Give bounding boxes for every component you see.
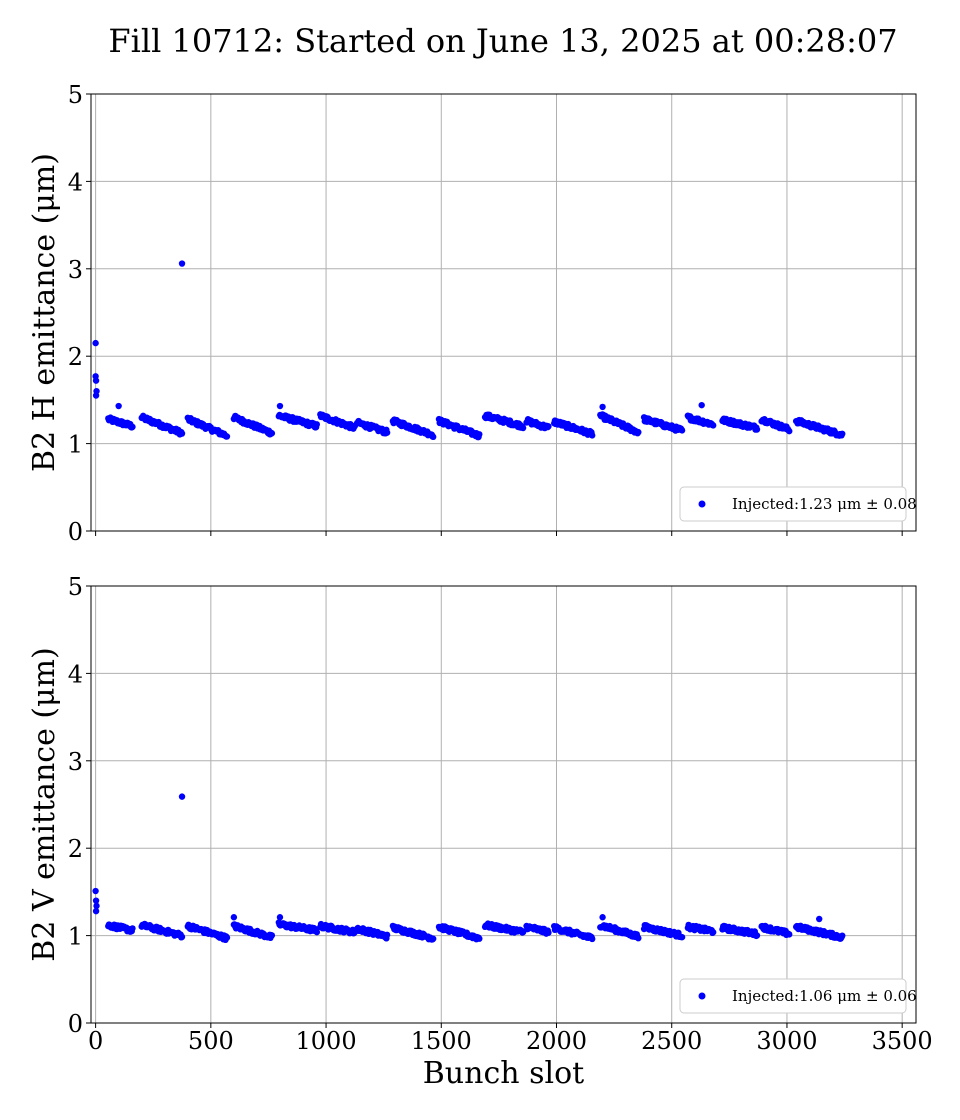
legend-marker bbox=[698, 992, 706, 1000]
data-point-outlier bbox=[276, 914, 284, 921]
data-points bbox=[92, 793, 846, 944]
plot-frame bbox=[90, 93, 917, 532]
data-point bbox=[545, 929, 552, 936]
data-point-outlier bbox=[93, 902, 100, 910]
legend: Injected:1.06 μm ± 0.06 bbox=[679, 978, 917, 1014]
legend: Injected:1.23 μm ± 0.08 bbox=[679, 486, 917, 522]
data-point bbox=[786, 427, 793, 435]
data-point-outlier bbox=[230, 914, 238, 921]
data-point-outlier bbox=[92, 907, 100, 915]
data-point bbox=[430, 935, 437, 942]
data-point bbox=[178, 430, 186, 437]
y-tick-label: 4 bbox=[68, 660, 83, 688]
data-point bbox=[383, 429, 391, 436]
data-point bbox=[313, 928, 321, 936]
data-point bbox=[753, 426, 761, 433]
panel-horizontal-emittance: 0 1 2 3 4 5 Injected:1.23 μm ± 0.08 B2 H emit… bbox=[27, 81, 917, 546]
legend-box bbox=[679, 486, 907, 522]
grid-lines bbox=[91, 585, 916, 1024]
y-tick-label: 1 bbox=[68, 923, 83, 951]
x-tick-label: 0 bbox=[88, 1027, 103, 1055]
data-point-outlier bbox=[92, 897, 100, 904]
y-axis-label: B2 H emittance (μm) bbox=[27, 153, 62, 472]
data-point bbox=[635, 428, 642, 436]
x-tick-label: 500 bbox=[188, 1027, 234, 1055]
x-tick-label: 2500 bbox=[641, 1027, 702, 1055]
data-point bbox=[129, 423, 136, 431]
x-axis-label: Bunch slot bbox=[423, 1056, 584, 1091]
data-point bbox=[476, 935, 483, 942]
figure-title: Fill 10712: Started on June 13, 2025 at … bbox=[108, 22, 897, 60]
data-point bbox=[589, 935, 596, 943]
y-tick-label: 5 bbox=[68, 573, 83, 601]
data-point bbox=[313, 421, 321, 428]
y-tick-label: 0 bbox=[68, 1010, 83, 1038]
data-point-outlier bbox=[816, 915, 823, 923]
data-point bbox=[223, 934, 231, 941]
data-point bbox=[383, 931, 391, 939]
axes: 0 1 2 3 4 5 bbox=[68, 81, 917, 546]
x-tick-label: 3500 bbox=[872, 1027, 933, 1055]
x-tick-label: 1000 bbox=[296, 1027, 357, 1055]
y-tick-label: 2 bbox=[68, 343, 83, 371]
grid-lines bbox=[91, 93, 916, 532]
data-point bbox=[178, 933, 186, 941]
data-points bbox=[92, 260, 846, 441]
data-point bbox=[839, 932, 846, 939]
data-point-outlier bbox=[178, 260, 186, 267]
data-point bbox=[839, 430, 846, 437]
y-tick-label: 5 bbox=[68, 81, 83, 109]
legend-box bbox=[679, 978, 907, 1014]
data-point bbox=[129, 925, 136, 932]
y-tick-label: 1 bbox=[68, 431, 83, 459]
data-point-outlier bbox=[92, 887, 99, 895]
data-point bbox=[753, 932, 761, 939]
y-axis-label: B2 V emittance (μm) bbox=[27, 647, 62, 961]
data-point bbox=[268, 430, 276, 437]
data-point bbox=[678, 427, 686, 434]
data-point-outlier bbox=[92, 339, 99, 347]
data-point-outlier bbox=[115, 402, 122, 410]
data-point bbox=[710, 422, 717, 429]
data-point-outlier bbox=[92, 392, 100, 399]
data-point-outlier bbox=[599, 914, 606, 921]
x-tick-label: 2000 bbox=[526, 1027, 587, 1055]
data-point-outlier bbox=[599, 403, 606, 411]
data-point bbox=[268, 932, 276, 939]
data-point bbox=[635, 934, 642, 942]
data-point bbox=[430, 433, 437, 441]
data-point bbox=[476, 431, 483, 438]
data-point bbox=[545, 423, 552, 430]
legend-label: Injected:1.23 μm ± 0.08 bbox=[732, 495, 917, 513]
legend-marker bbox=[698, 500, 706, 508]
y-tick-label: 3 bbox=[68, 748, 83, 776]
y-tick-label: 2 bbox=[68, 835, 83, 863]
x-tick-label: 3000 bbox=[756, 1027, 817, 1055]
legend-label: Injected:1.06 μm ± 0.06 bbox=[732, 987, 917, 1005]
data-point bbox=[786, 931, 793, 938]
y-tick-label: 3 bbox=[68, 256, 83, 284]
data-point-outlier bbox=[276, 402, 284, 410]
y-tick-label: 4 bbox=[68, 168, 83, 196]
data-point bbox=[710, 929, 717, 936]
panel-vertical-emittance: 0 1 2 3 4 5 0 500 1000 1500 2000 2500 3000 3500 Injec… bbox=[27, 573, 933, 1091]
data-point bbox=[519, 424, 527, 432]
data-point-outlier bbox=[178, 793, 186, 800]
data-point bbox=[223, 433, 231, 440]
data-point bbox=[678, 933, 686, 941]
data-point bbox=[589, 432, 596, 439]
y-tick-label: 0 bbox=[68, 518, 83, 546]
x-tick-label: 1500 bbox=[411, 1027, 472, 1055]
data-point-outlier bbox=[698, 401, 705, 409]
axes: 0 1 2 3 4 5 0 500 1000 1500 2000 2500 3000 3500 bbox=[68, 573, 933, 1055]
plot-frame bbox=[90, 585, 917, 1024]
data-point-outlier bbox=[92, 377, 100, 384]
